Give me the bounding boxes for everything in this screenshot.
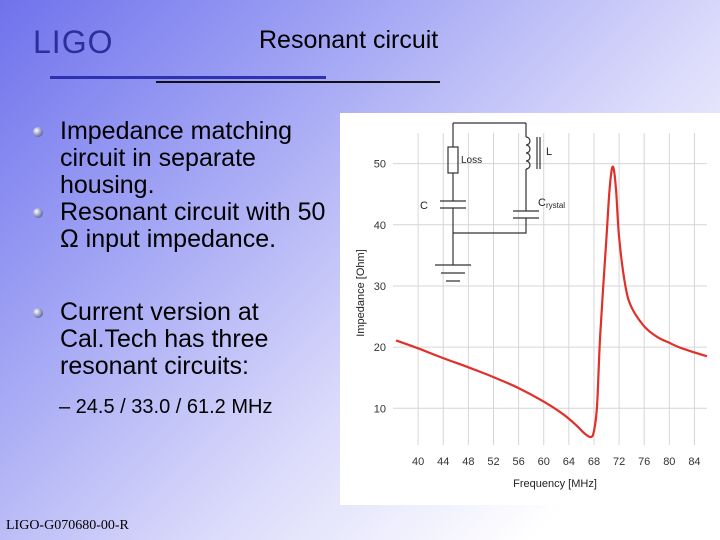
x-tick-label: 40 [412,456,424,468]
title-rule-blue [50,76,326,79]
x-tick-label: 44 [437,456,449,468]
crystal-label: Crystal [538,197,565,210]
crystal-label-main: C [538,197,546,209]
ligo-logo: LIGO [33,24,114,60]
document-id: LIGO-G070680-00-R [6,518,129,533]
bullet-text: Current version at Cal.Tech has three re… [60,298,269,380]
y-tick-label: 20 [374,342,386,354]
y-axis-label: Impedance [Ohm] [355,249,367,336]
x-axis-label: Frequency [MHz] [513,478,597,490]
x-tick-label: 60 [538,456,550,468]
y-tick-labels: 10 20 30 40 50 [374,159,386,416]
x-tick-label: 72 [613,456,625,468]
bullet-text: Resonant circuit with 50 Ω input impedan… [60,198,326,253]
bullet-icon [33,308,43,318]
x-tick-label: 64 [563,456,575,468]
bullet-list: Impedance matching circuit in separate h… [33,118,343,420]
impedance-chart: 10 20 30 40 50 40 44 48 52 56 60 64 68 72 76 80 84 Impe… [355,122,708,490]
bullet-item: Current version at Cal.Tech has three re… [33,299,343,380]
x-tick-label: 80 [663,456,675,468]
capacitor-c [440,200,466,209]
x-tick-label: 68 [588,456,600,468]
chart-grid [393,133,707,445]
x-tick-label: 52 [487,456,499,468]
x-tick-label: 48 [462,456,474,468]
y-tick-label: 10 [374,403,386,415]
capacitor-label: C [420,200,428,212]
slide-title: Resonant circuit [259,26,439,54]
y-tick-label: 30 [374,281,386,293]
circuit-wire [453,218,527,234]
ground-symbol [435,264,471,282]
x-tick-label: 56 [512,456,524,468]
x-tick-label: 76 [638,456,650,468]
inductor-label: L [546,146,552,158]
circuit-diagram [435,122,541,282]
y-tick-label: 40 [374,220,386,232]
capacitor-crystal [513,210,539,219]
crystal-label-sub: rystal [546,201,565,210]
impedance-curve [395,165,708,439]
x-tick-label: 84 [688,456,700,468]
bullet-text: Impedance matching circuit in separate h… [60,117,293,199]
impedance-figure: 10 20 30 40 50 40 44 48 52 56 60 64 68 72 76 80 84 Impe… [340,113,720,505]
loss-label: Loss [461,155,482,166]
bullet-icon [33,127,43,137]
title-rule-black [156,81,440,83]
x-tick-labels: 40 44 48 52 56 60 64 68 72 76 80 84 [412,456,701,468]
sub-bullet: – 24.5 / 33.0 / 61.2 MHz [59,396,273,418]
bullet-item: Impedance matching circuit in separate h… [33,118,343,199]
loss-resistor [447,146,459,174]
inductor-l [525,136,531,170]
bullet-icon [33,208,43,218]
inductor-core [536,137,541,169]
y-tick-label: 50 [374,159,386,171]
bullet-item: Resonant circuit with 50 Ω input impedan… [33,199,343,253]
